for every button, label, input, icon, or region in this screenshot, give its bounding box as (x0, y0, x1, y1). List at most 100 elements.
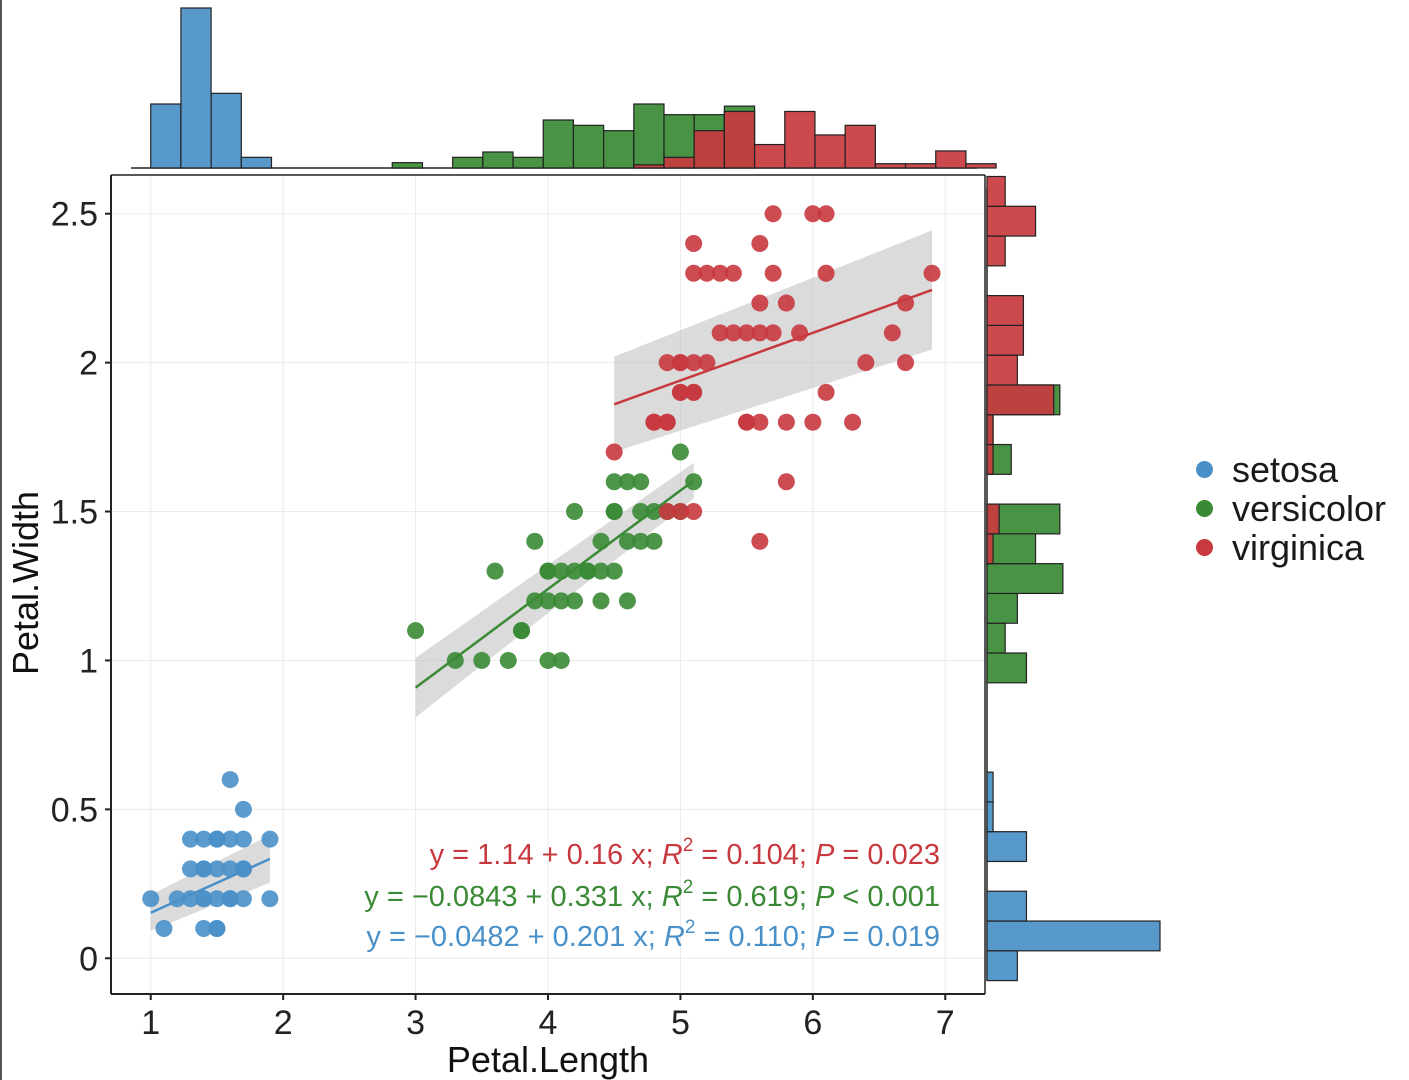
marginal-x-bar-virginica (935, 150, 967, 169)
confidence-band-setosa (150, 835, 270, 931)
point-virginica (777, 413, 795, 431)
point-setosa (195, 919, 213, 937)
point-setosa (234, 800, 252, 818)
equation-r-setosa: R (664, 921, 685, 953)
marginal-x-bar-versicolor (452, 156, 484, 169)
point-virginica (844, 413, 862, 431)
marginal-x-bar-versicolor (542, 119, 575, 169)
marginal-y-bar-virginica (986, 354, 1018, 386)
equation-fit-versicolor: y = −0.0843 + 0.331 x; (364, 881, 661, 913)
equation-p-setosa: P (815, 921, 835, 953)
fit-line-virginica (613, 288, 933, 406)
marginal-y-bar-virginica (986, 235, 1006, 267)
point-virginica (605, 443, 623, 461)
point-virginica (658, 503, 676, 521)
marginal-y-bar-setosa (986, 950, 1018, 982)
y-tick-label: 2.5 (51, 196, 98, 234)
marginal-y-bar-virginica (986, 295, 1025, 326)
legend-label-versicolor: versicolor (1232, 487, 1387, 529)
marginal-x-bar-setosa (240, 156, 273, 169)
marginal-x-histogram (131, 7, 997, 169)
point-setosa (181, 890, 199, 908)
equation-pvalue-versicolor: < 0.001 (834, 881, 940, 913)
point-virginica (658, 413, 676, 431)
point-virginica (751, 294, 769, 312)
marginal-x-bar-versicolor (603, 130, 635, 169)
point-versicolor (407, 622, 425, 640)
marginal-x-bar-virginica (814, 134, 846, 169)
point-virginica (751, 413, 769, 431)
y-tick-label: 0.5 (51, 791, 98, 829)
point-setosa (261, 890, 279, 908)
x-tick-label: 1 (141, 1004, 160, 1042)
fit-lines (150, 288, 933, 914)
point-setosa (221, 771, 239, 789)
equation-fit-virginica: y = 1.14 + 0.16 x; (430, 839, 662, 871)
data-points (142, 205, 941, 937)
equation-r2-setosa: = 0.110; (695, 921, 815, 953)
fit-line-versicolor (414, 479, 695, 689)
point-virginica (777, 294, 795, 312)
point-versicolor (645, 532, 663, 550)
point-setosa (221, 890, 239, 908)
point-virginica (685, 264, 703, 282)
marginal-y-bar-setosa (986, 771, 994, 803)
point-virginica (804, 413, 822, 431)
legend: setosa versicolor virginica (1196, 449, 1387, 568)
marginal-x-bar-virginica (965, 163, 997, 169)
point-versicolor (526, 532, 544, 550)
point-virginica (883, 324, 901, 342)
equation-setosa: y = −0.0482 + 0.201 x; R2 = 0.110; P = 0… (366, 917, 940, 953)
point-setosa (261, 830, 279, 848)
marginal-x-bar-versicolor (391, 162, 424, 169)
marginal-y-histogram (986, 175, 1161, 982)
confidence-bands (150, 230, 933, 931)
x-tick-label: 2 (274, 1004, 293, 1042)
point-virginica (857, 354, 875, 372)
point-versicolor (592, 562, 610, 580)
equation-r-sup-virginica: 2 (683, 835, 694, 856)
marginal-y-bar-versicolor (986, 563, 1064, 595)
marginal-x-bar-virginica (663, 156, 695, 169)
equation-p-virginica: P (815, 839, 835, 871)
marginal-y-bar-versicolor (986, 652, 1028, 684)
equation-r2-versicolor: = 0.619; (693, 881, 815, 913)
point-versicolor (552, 592, 570, 610)
regression-equations: y = 1.14 + 0.16 x; R2 = 0.104; P = 0.023… (364, 835, 940, 953)
point-virginica (923, 264, 941, 282)
point-setosa (208, 890, 226, 908)
fit-line-setosa (150, 857, 271, 914)
marginal-y-bar-virginica (986, 414, 994, 446)
marginal-x-bar-versicolor (512, 156, 544, 169)
legend-dot-versicolor (1196, 500, 1213, 517)
point-virginica (804, 205, 822, 223)
point-setosa (195, 830, 213, 848)
point-versicolor (671, 443, 689, 461)
x-tick-label: 3 (406, 1004, 425, 1042)
marginal-y-bar-setosa (986, 890, 1028, 922)
point-setosa (221, 860, 239, 878)
y-tick-label: 2 (79, 345, 98, 383)
marginal-y-bar-virginica (986, 384, 1055, 416)
point-versicolor (618, 473, 636, 491)
y-axis-title: Petal.Width (5, 491, 46, 675)
legend-label-virginica: virginica (1232, 526, 1365, 568)
equation-pvalue-setosa: = 0.019 (834, 921, 940, 953)
equation-virginica: y = 1.14 + 0.16 x; R2 = 0.104; P = 0.023 (430, 835, 940, 871)
marginal-x-bar-setosa (210, 92, 242, 169)
tick-labels: 1 2 3 4 5 6 7 0 0.5 1 1.5 2 2.5 (51, 196, 955, 1042)
point-setosa (181, 830, 199, 848)
point-virginica (711, 324, 729, 342)
marginal-y-bar-versicolor (986, 622, 1006, 654)
point-virginica (685, 354, 703, 372)
marginal-x-bar-virginica (723, 110, 756, 169)
equation-r2-virginica: = 0.104; (693, 839, 815, 871)
point-versicolor (618, 532, 636, 550)
x-tick-label: 7 (936, 1004, 955, 1042)
point-versicolor (579, 562, 597, 580)
point-versicolor (499, 651, 517, 669)
point-versicolor (618, 592, 636, 610)
equation-pvalue-virginica: = 0.023 (834, 839, 940, 871)
x-tick-label: 6 (803, 1004, 822, 1042)
